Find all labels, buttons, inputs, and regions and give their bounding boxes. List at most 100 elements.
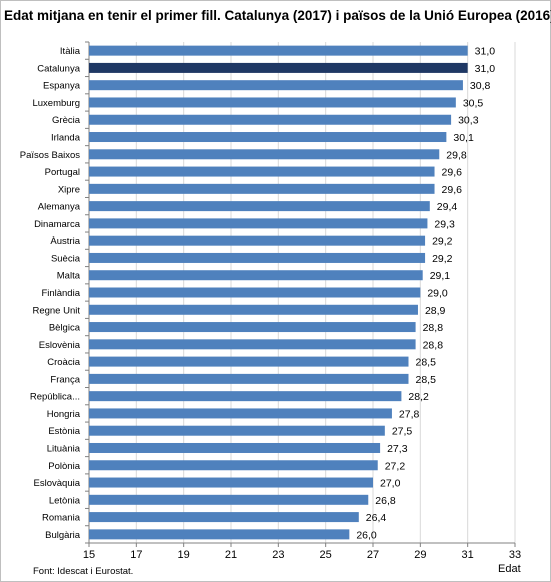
x-tick-label: 29	[414, 549, 426, 561]
x-axis-label: Edat	[498, 563, 521, 575]
value-label: 27,8	[399, 408, 420, 420]
bar-25	[89, 477, 373, 488]
bar-15	[89, 304, 418, 315]
value-label: 26,0	[356, 529, 377, 541]
bar-23	[89, 442, 381, 453]
bar-17	[89, 339, 416, 350]
category-label: Malta	[57, 271, 81, 282]
x-tick-label: 31	[462, 549, 474, 561]
value-label: 26,8	[375, 495, 396, 507]
category-label: República...	[30, 392, 80, 403]
value-label: 27,0	[380, 478, 401, 490]
bar-1	[89, 62, 468, 73]
category-label: Països Baixos	[20, 150, 80, 161]
category-label: Àustria	[50, 236, 80, 247]
value-label: 29,1	[430, 270, 451, 282]
bar-13	[89, 270, 423, 281]
category-label: Lituània	[47, 443, 81, 454]
bar-19	[89, 373, 409, 384]
bar-2	[89, 80, 463, 91]
value-label: 29,4	[437, 201, 458, 213]
category-label: Dinamarca	[34, 219, 81, 230]
chart-title: Edat mitjana en tenir el primer fill. Ca…	[4, 8, 551, 23]
category-label: França	[50, 374, 80, 385]
bar-26	[89, 494, 369, 505]
category-label: Suècia	[51, 253, 81, 264]
value-label: 29,8	[446, 149, 467, 161]
bar-6	[89, 149, 440, 160]
category-label: Hongria	[47, 409, 81, 420]
value-label: 30,8	[470, 80, 491, 92]
x-tick-label: 15	[83, 549, 95, 561]
bar-20	[89, 391, 402, 402]
category-label: Espanya	[43, 81, 81, 92]
bar-22	[89, 425, 385, 436]
value-label: 29,2	[432, 253, 453, 265]
category-label: Romania	[42, 513, 81, 524]
category-label: Estònia	[48, 426, 80, 437]
bar-8	[89, 183, 435, 194]
bar-0	[89, 45, 468, 56]
bar-12	[89, 252, 426, 263]
value-label: 29,3	[434, 218, 455, 230]
category-label: Bèlgica	[49, 323, 81, 334]
value-label: 27,3	[387, 443, 408, 455]
category-label: Letònia	[49, 495, 81, 506]
x-tick-label: 19	[178, 549, 190, 561]
category-label: Bulgària	[45, 530, 81, 541]
category-label: Polònia	[48, 461, 80, 472]
value-label: 26,4	[366, 512, 387, 524]
value-label: 27,5	[392, 426, 413, 438]
bar-18	[89, 356, 409, 367]
value-label: 29,0	[427, 288, 448, 300]
bar-5	[89, 132, 447, 143]
category-label: Alemanya	[38, 202, 81, 213]
value-label: 28,9	[425, 305, 446, 317]
category-label: Xipre	[58, 184, 80, 195]
value-label: 30,3	[458, 115, 479, 127]
x-tick-label: 21	[225, 549, 237, 561]
value-label: 31,0	[475, 46, 496, 58]
category-label: Grècia	[52, 115, 81, 126]
value-label: 27,2	[385, 460, 406, 472]
category-label: Finlàndia	[41, 288, 80, 299]
value-label: 30,1	[453, 132, 474, 144]
bar-14	[89, 287, 421, 298]
category-label: Luxemburg	[32, 98, 80, 109]
value-label: 29,2	[432, 236, 453, 248]
bar-28	[89, 529, 350, 540]
bar-24	[89, 460, 378, 471]
value-label: 29,6	[442, 167, 463, 179]
x-tick-label: 23	[272, 549, 284, 561]
value-label: 30,5	[463, 97, 484, 109]
value-label: 28,8	[423, 339, 444, 351]
value-label: 28,5	[416, 357, 437, 369]
bar-7	[89, 166, 435, 177]
x-tick-label: 27	[367, 549, 379, 561]
category-label: Regne Unit	[32, 305, 80, 316]
value-label: 28,8	[423, 322, 444, 334]
x-tick-label: 17	[130, 549, 142, 561]
value-label: 29,6	[442, 184, 463, 196]
value-label: 28,2	[408, 391, 429, 403]
value-label: 28,5	[416, 374, 437, 386]
value-label: 31,0	[475, 63, 496, 75]
x-tick-label: 25	[320, 549, 332, 561]
category-label: Itàlia	[60, 46, 81, 57]
source-note: Font: Idescat i Eurostat.	[33, 566, 134, 577]
bar-16	[89, 322, 416, 333]
x-tick-label: 33	[509, 549, 521, 561]
category-label: Eslovàquia	[34, 478, 81, 489]
category-label: Croàcia	[47, 357, 80, 368]
category-label: Catalunya	[37, 63, 80, 74]
category-label: Portugal	[45, 167, 80, 178]
bar-9	[89, 201, 430, 212]
category-label: Irlanda	[51, 133, 81, 144]
bar-3	[89, 97, 456, 108]
category-label: Eslovènia	[39, 340, 81, 351]
bar-21	[89, 408, 392, 419]
bar-10	[89, 218, 428, 229]
bar-11	[89, 235, 426, 246]
bar-27	[89, 512, 359, 523]
